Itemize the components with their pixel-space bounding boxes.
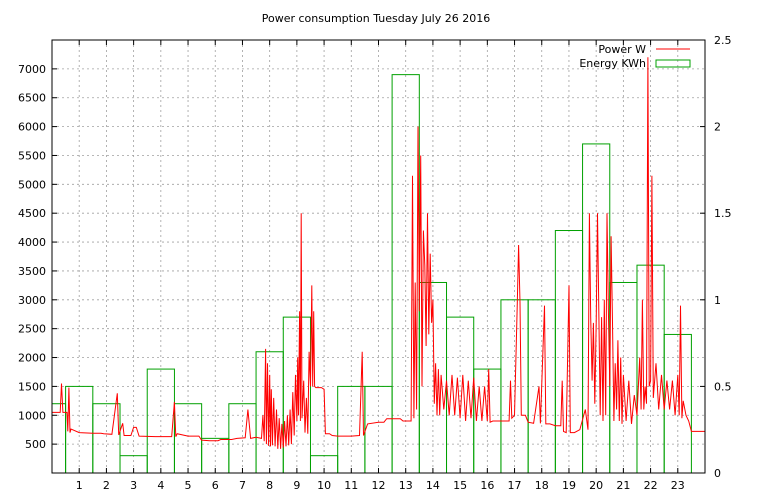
legend-power-label: Power W [598,43,646,56]
x-tick-label: 21 [616,479,630,492]
y-left-tick-label: 1500 [18,380,46,393]
y-right-tick-label: 1.5 [714,207,732,220]
axis-ticks: 1 2 3 4 5 6 7 8 9 10 11 12 13 14 15 16 17 18 19 20 21 22 23500… [18,34,732,492]
x-tick-label: 9 [293,479,300,492]
y-right-tick-label: 2 [714,121,721,134]
y-right-tick-label: 0.5 [714,380,732,393]
x-tick-label: 4 [157,479,164,492]
y-left-tick-label: 500 [25,438,46,451]
x-tick-label: 3 [130,479,137,492]
y-right-tick-label: 0 [714,467,721,480]
y-left-tick-label: 1000 [18,409,46,422]
x-tick-label: 18 [535,479,549,492]
energy-bar [173,403,203,474]
y-left-tick-label: 6500 [18,92,46,105]
y-right-tick-label: 1 [714,294,721,307]
x-tick-label: 17 [508,479,522,492]
x-tick-label: 15 [453,479,467,492]
energy-bar [51,403,67,474]
x-tick-label: 8 [266,479,273,492]
y-left-tick-label: 4500 [18,207,46,220]
y-left-tick-label: 2000 [18,352,46,365]
energy-bar [391,74,420,474]
x-tick-label: 20 [589,479,603,492]
y-left-tick-label: 6000 [18,121,46,134]
x-tick-label: 2 [103,479,110,492]
x-tick-label: 1 [76,479,83,492]
legend-energy-swatch [655,59,691,68]
power-line [52,57,705,449]
x-tick-label: 5 [185,479,192,492]
x-tick-label: 12 [372,479,386,492]
chart-title: Power consumption Tuesday July 26 2016 [262,12,491,25]
y-left-tick-label: 5000 [18,178,46,191]
y-left-tick-label: 3500 [18,265,46,278]
y-left-tick-label: 3000 [18,294,46,307]
y-left-tick-label: 4000 [18,236,46,249]
y-left-tick-label: 2500 [18,323,46,336]
x-tick-label: 6 [212,479,219,492]
x-tick-label: 14 [426,479,440,492]
legend-energy-label: Energy KWh [579,57,646,70]
y-left-tick-label: 5500 [18,149,46,162]
x-tick-label: 11 [344,479,358,492]
x-tick-label: 22 [644,479,658,492]
energy-bar [92,403,121,474]
x-tick-label: 7 [239,479,246,492]
x-tick-label: 19 [562,479,576,492]
x-tick-label: 16 [480,479,494,492]
x-tick-label: 10 [317,479,331,492]
legend: Power W Energy KWh [579,43,691,70]
y-left-tick-label: 7000 [18,63,46,76]
x-tick-label: 23 [671,479,685,492]
y-right-tick-label: 2.5 [714,34,732,47]
energy-bars [51,74,692,474]
x-tick-label: 13 [399,479,413,492]
